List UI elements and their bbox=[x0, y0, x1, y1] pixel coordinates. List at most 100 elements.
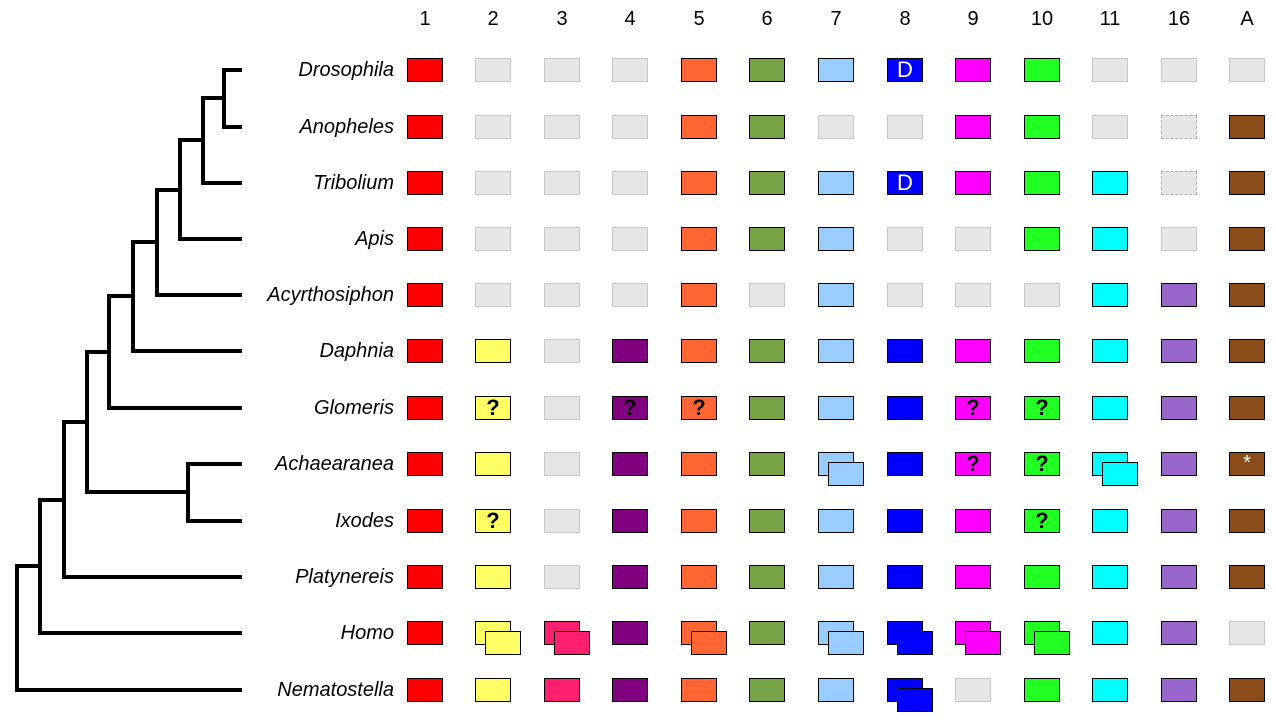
gene-cell-copy-homo-7 bbox=[828, 631, 864, 655]
gene-cell-glomeris-3-absent bbox=[544, 396, 580, 420]
gene-cell-nematostella-5 bbox=[681, 678, 717, 702]
gene-cell-glomeris-8 bbox=[887, 396, 923, 420]
column-header-10: 10 bbox=[1030, 8, 1054, 30]
gene-cell-platynereis-7 bbox=[818, 565, 854, 589]
gene-cell-acyrthosiphon-4-absent bbox=[612, 283, 648, 307]
taxon-label-daphnia: Daphnia bbox=[319, 340, 394, 362]
gene-cell-apis-8-absent bbox=[887, 227, 923, 251]
gene-cell-homo-16 bbox=[1161, 621, 1197, 645]
gene-cell-glomeris-1 bbox=[407, 396, 443, 420]
taxon-label-ixodes: Ixodes bbox=[335, 510, 394, 532]
gene-cell-apis-1 bbox=[407, 227, 443, 251]
gene-cell-acyrthosiphon-5 bbox=[681, 283, 717, 307]
gene-cell-ixodes-11 bbox=[1092, 509, 1128, 533]
gene-cell-apis-2-absent bbox=[475, 227, 511, 251]
gene-cell-tribolium-a bbox=[1229, 171, 1265, 195]
gene-cell-ixodes-3-absent bbox=[544, 509, 580, 533]
gene-cell-copy-homo-3 bbox=[554, 631, 590, 655]
gene-cell-anopheles-16-absent-dashed bbox=[1161, 115, 1197, 139]
gene-cell-ixodes-10-uncertain: ? bbox=[1024, 509, 1060, 533]
gene-cell-achaearanea-3-absent bbox=[544, 452, 580, 476]
gene-cell-glomeris-a bbox=[1229, 396, 1265, 420]
gene-cell-nematostella-3 bbox=[544, 678, 580, 702]
gene-cell-drosophila-a-absent bbox=[1229, 58, 1265, 82]
gene-cell-copy-achaearanea-7 bbox=[828, 462, 864, 486]
gene-cell-acyrthosiphon-1 bbox=[407, 283, 443, 307]
gene-cell-platynereis-6 bbox=[749, 565, 785, 589]
gene-cell-achaearanea-1 bbox=[407, 452, 443, 476]
gene-cell-platynereis-a bbox=[1229, 565, 1265, 589]
gene-cell-daphnia-10 bbox=[1024, 339, 1060, 363]
gene-cell-ixodes-16 bbox=[1161, 509, 1197, 533]
column-header-9: 9 bbox=[967, 8, 979, 30]
taxon-label-homo: Homo bbox=[340, 622, 394, 644]
gene-cell-nematostella-16 bbox=[1161, 678, 1197, 702]
taxon-label-nematostella: Nematostella bbox=[277, 679, 394, 701]
column-header-2: 2 bbox=[487, 8, 499, 30]
taxon-label-glomeris: Glomeris bbox=[313, 397, 394, 419]
taxon-label-apis: Apis bbox=[355, 228, 394, 250]
gene-cell-acyrthosiphon-10-absent bbox=[1024, 283, 1060, 307]
gene-cell-platynereis-16 bbox=[1161, 565, 1197, 589]
gene-cell-anopheles-5 bbox=[681, 115, 717, 139]
gene-cell-tribolium-8-d: D bbox=[887, 171, 923, 195]
gene-cell-daphnia-4 bbox=[612, 339, 648, 363]
gene-cell-anopheles-3-absent bbox=[544, 115, 580, 139]
gene-cell-acyrthosiphon-2-absent bbox=[475, 283, 511, 307]
gene-cell-glomeris-6 bbox=[749, 396, 785, 420]
gene-cell-copy-homo-10 bbox=[1034, 631, 1070, 655]
gene-cell-daphnia-5 bbox=[681, 339, 717, 363]
gene-cell-nematostella-4 bbox=[612, 678, 648, 702]
gene-cell-acyrthosiphon-3-absent bbox=[544, 283, 580, 307]
gene-cell-anopheles-6 bbox=[749, 115, 785, 139]
gene-cell-nematostella-6 bbox=[749, 678, 785, 702]
gene-cell-daphnia-6 bbox=[749, 339, 785, 363]
column-header-8: 8 bbox=[899, 8, 911, 30]
gene-cell-platynereis-4 bbox=[612, 565, 648, 589]
gene-cell-tribolium-11 bbox=[1092, 171, 1128, 195]
gene-cell-apis-3-absent bbox=[544, 227, 580, 251]
gene-cell-achaearanea-2 bbox=[475, 452, 511, 476]
gene-cell-drosophila-4-absent bbox=[612, 58, 648, 82]
gene-cell-apis-11 bbox=[1092, 227, 1128, 251]
gene-cell-ixodes-4 bbox=[612, 509, 648, 533]
gene-cell-daphnia-2 bbox=[475, 339, 511, 363]
column-header-4: 4 bbox=[624, 8, 636, 30]
gene-cell-copy-homo-8 bbox=[897, 631, 933, 655]
gene-cell-nematostella-2 bbox=[475, 678, 511, 702]
taxon-label-drosophila: Drosophila bbox=[298, 59, 394, 81]
gene-cell-ixodes-a bbox=[1229, 509, 1265, 533]
gene-cell-apis-9-absent bbox=[955, 227, 991, 251]
gene-cell-achaearanea-5 bbox=[681, 452, 717, 476]
gene-cell-platynereis-1 bbox=[407, 565, 443, 589]
gene-cell-daphnia-16 bbox=[1161, 339, 1197, 363]
gene-cell-drosophila-5 bbox=[681, 58, 717, 82]
gene-cell-achaearanea-a-star: * bbox=[1229, 452, 1265, 476]
gene-cell-drosophila-6 bbox=[749, 58, 785, 82]
gene-cell-daphnia-7 bbox=[818, 339, 854, 363]
taxon-label-tribolium: Tribolium bbox=[313, 172, 394, 194]
gene-cell-nematostella-10 bbox=[1024, 678, 1060, 702]
gene-cell-achaearanea-16 bbox=[1161, 452, 1197, 476]
gene-cell-tribolium-2-absent bbox=[475, 171, 511, 195]
gene-cell-homo-4 bbox=[612, 621, 648, 645]
gene-cell-apis-5 bbox=[681, 227, 717, 251]
gene-cell-copy-achaearanea-11 bbox=[1102, 462, 1138, 486]
gene-cell-achaearanea-6 bbox=[749, 452, 785, 476]
gene-cell-platynereis-10 bbox=[1024, 565, 1060, 589]
gene-cell-nematostella-9-absent bbox=[955, 678, 991, 702]
gene-cell-platynereis-11 bbox=[1092, 565, 1128, 589]
gene-cell-glomeris-2-uncertain: ? bbox=[475, 396, 511, 420]
gene-cell-daphnia-a bbox=[1229, 339, 1265, 363]
column-header-6: 6 bbox=[761, 8, 773, 30]
column-header-5: 5 bbox=[693, 8, 705, 30]
gene-cell-anopheles-9 bbox=[955, 115, 991, 139]
gene-cell-platynereis-2 bbox=[475, 565, 511, 589]
column-header-1: 1 bbox=[419, 8, 431, 30]
gene-cell-ixodes-5 bbox=[681, 509, 717, 533]
gene-cell-nematostella-7 bbox=[818, 678, 854, 702]
gene-cell-ixodes-7 bbox=[818, 509, 854, 533]
gene-cell-homo-6 bbox=[749, 621, 785, 645]
gene-cell-acyrthosiphon-8-absent bbox=[887, 283, 923, 307]
gene-cell-ixodes-9 bbox=[955, 509, 991, 533]
